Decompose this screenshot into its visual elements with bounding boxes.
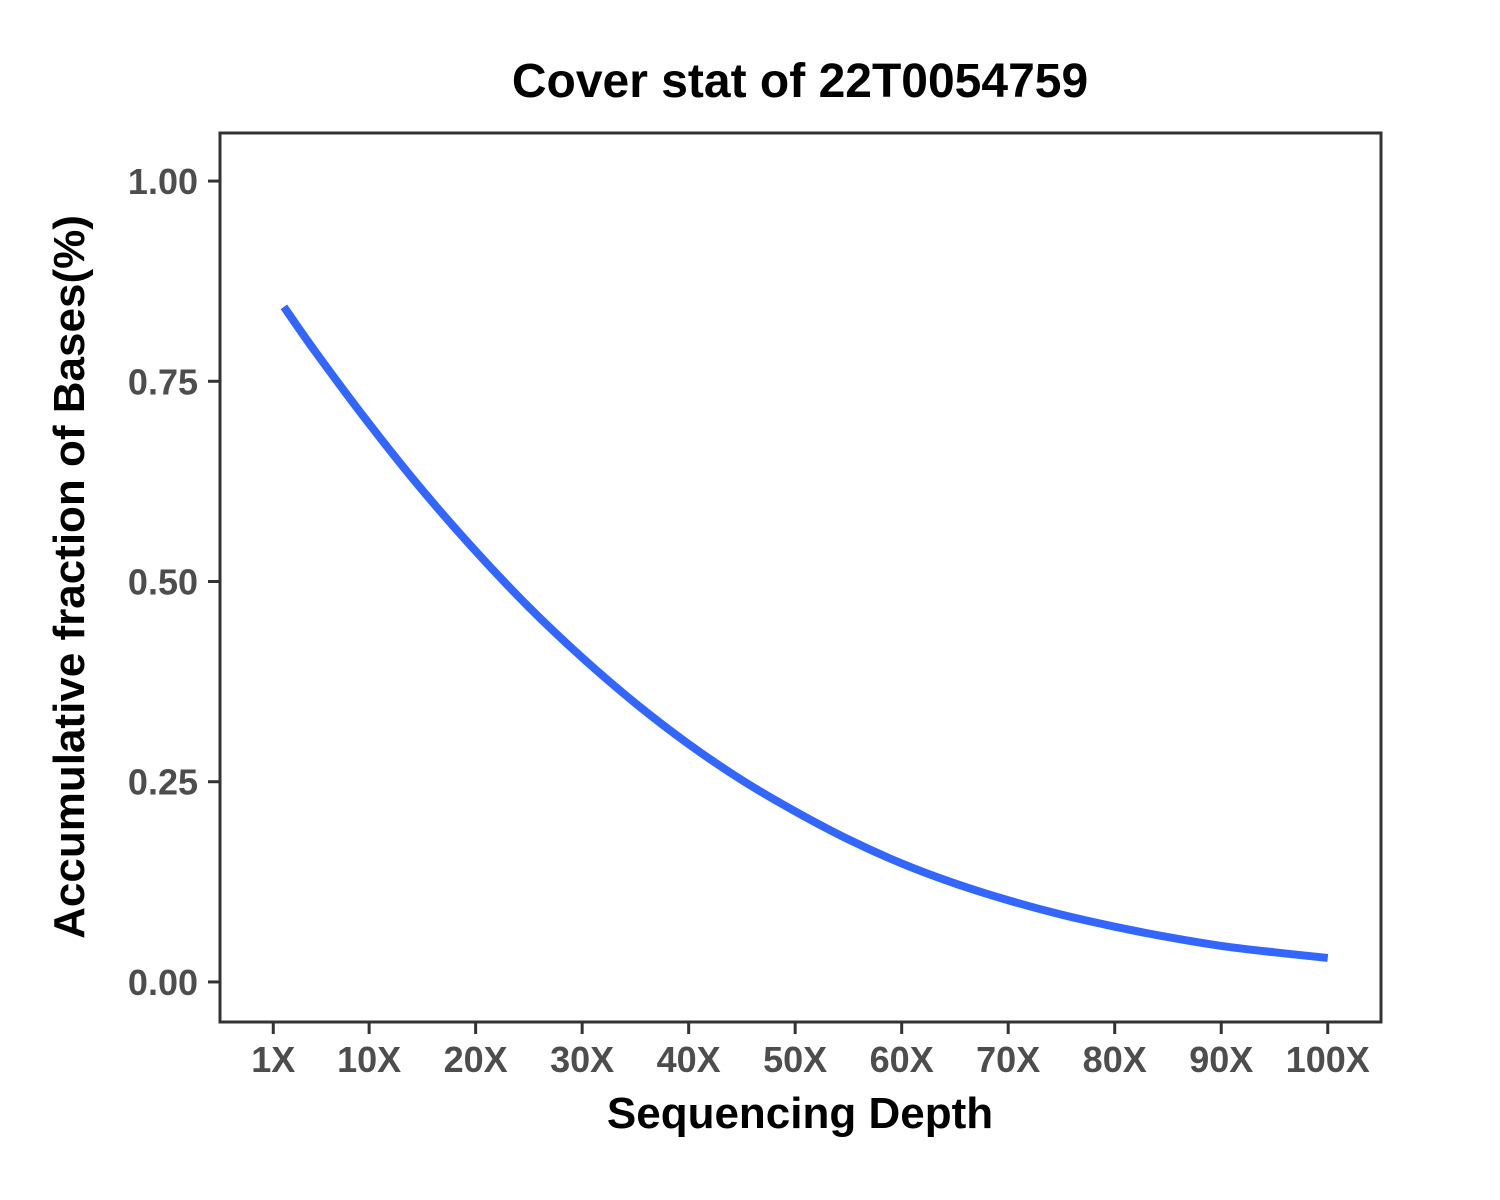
- x-tick-label: 70X: [976, 1039, 1040, 1080]
- x-tick-label: 1X: [251, 1039, 295, 1080]
- x-tick-label: 50X: [763, 1039, 827, 1080]
- x-axis: 1X 10X 20X 30X 40X 50X 60X 70X 80X 90X 100X: [251, 1022, 1370, 1080]
- chart-title: Cover stat of 22T0054759: [512, 55, 1088, 108]
- x-tick-label: 90X: [1189, 1039, 1253, 1080]
- x-tick-label: 40X: [657, 1039, 721, 1080]
- y-tick-label: 0.50: [128, 562, 198, 603]
- y-tick-label: 0.25: [128, 762, 198, 803]
- x-axis-title: Sequencing Depth: [607, 1089, 993, 1138]
- y-tick-label: 0.75: [128, 361, 198, 402]
- x-tick-label: 100X: [1286, 1039, 1370, 1080]
- y-tick-label: 1.00: [128, 161, 198, 202]
- x-tick-label: 10X: [337, 1039, 401, 1080]
- y-axis-title: Accumulative fraction of Bases(%): [45, 215, 94, 939]
- y-axis: 0.00 0.25 0.50 0.75 1.00: [128, 161, 220, 1003]
- data-series: [280, 304, 1329, 962]
- x-tick-label: 60X: [870, 1039, 934, 1080]
- series-line: [280, 304, 1329, 962]
- plot-panel: [218, 131, 1383, 1024]
- x-tick-label: 30X: [550, 1039, 614, 1080]
- y-tick-label: 0.00: [128, 962, 198, 1003]
- x-tick-label: 80X: [1083, 1039, 1147, 1080]
- x-tick-label: 20X: [444, 1039, 508, 1080]
